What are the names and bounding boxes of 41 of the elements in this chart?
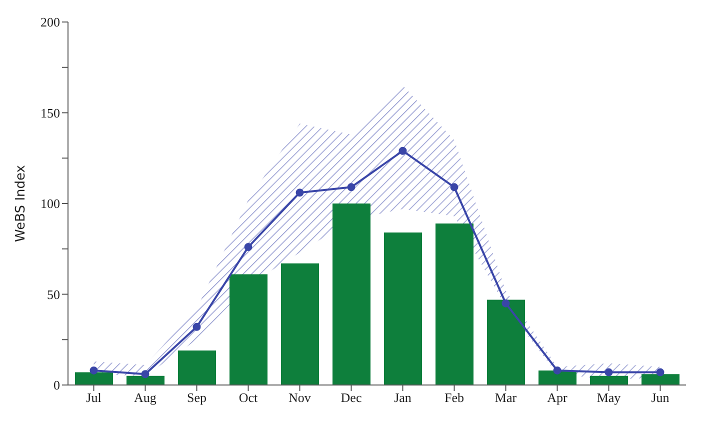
- x-tick-label: May: [596, 390, 622, 406]
- y-tick-label: 50: [47, 286, 60, 302]
- x-tick-label: Dec: [340, 390, 362, 406]
- bar: [436, 223, 474, 385]
- point: [398, 146, 407, 155]
- bar: [75, 372, 113, 385]
- x-tick-label: Oct: [238, 390, 258, 406]
- bar: [230, 274, 268, 385]
- bar: [126, 376, 164, 385]
- point: [90, 366, 98, 374]
- bar: [281, 263, 319, 385]
- point: [656, 368, 664, 376]
- bar: [487, 300, 525, 385]
- bar: [332, 204, 370, 385]
- point: [450, 183, 458, 192]
- x-tick-label: Mar: [494, 390, 518, 406]
- x-tick-label: Sep: [187, 390, 206, 406]
- point: [604, 368, 613, 376]
- bar: [590, 376, 628, 385]
- y-tick-label: 100: [40, 196, 60, 212]
- point: [502, 299, 510, 308]
- bar: [384, 232, 422, 385]
- y-axis-title: WeBS Index: [14, 164, 29, 242]
- y-tick-label: 150: [40, 105, 60, 120]
- y-tick-label: 200: [40, 14, 60, 30]
- x-tick-label: Jun: [651, 390, 670, 406]
- x-tick-label: Jan: [394, 390, 412, 406]
- bar: [178, 350, 216, 385]
- point: [347, 183, 356, 192]
- x-tick-label: Jul: [86, 390, 102, 406]
- y-tick-label: 0: [54, 378, 60, 393]
- point: [553, 366, 562, 374]
- x-tick-label: Aug: [134, 390, 157, 406]
- point: [296, 188, 304, 197]
- x-tick-label: Feb: [444, 390, 464, 406]
- x-tick-label: Nov: [288, 390, 312, 406]
- point: [192, 322, 201, 331]
- x-tick-label: Apr: [547, 390, 568, 406]
- bar: [642, 374, 680, 385]
- point: [141, 370, 150, 378]
- point: [244, 243, 252, 252]
